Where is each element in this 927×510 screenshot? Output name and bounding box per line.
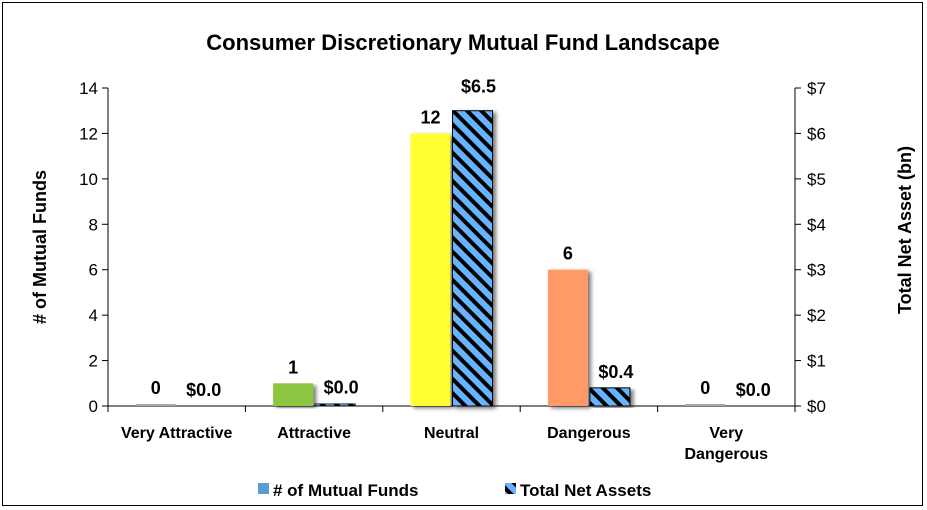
y-tick-label-left: 4 [89,306,98,325]
bar-net-assets [589,387,631,407]
data-label-mutual-funds: 12 [420,107,440,127]
bars: 0 $0.0 1 $0.0 12 $6.5 6 $0.4 0 $0.0 [135,77,771,407]
bar-mutual-funds [135,404,176,406]
y-tick-label-left: 8 [89,215,98,234]
y-tick-label-right: $7 [807,79,826,98]
y-axis-title-left: # of Mutual Funds [30,170,50,324]
category-label: Very Attractive [121,425,233,442]
y-tick-label-left: 14 [79,79,98,98]
y-tick-label-right: $1 [807,352,826,371]
category-label: Neutral [424,425,479,442]
y-tick-label-right: $4 [807,215,826,234]
bar-mutual-funds [410,133,451,406]
y-tick-label-right: $2 [807,306,826,325]
data-label-net-assets: $6.5 [461,77,496,97]
y-axis-title-right: Total Net Asset (bn) [895,146,915,314]
data-label-mutual-funds: 1 [288,357,298,377]
data-label-net-assets: $0.0 [736,380,771,400]
y-tick-label-left: 6 [89,261,98,280]
category-label: Dangerous [547,425,631,442]
y-tick-label-left: 2 [89,352,98,371]
legend-label-net-assets: Total Net Assets [520,481,651,500]
y-tick-label-right: $6 [807,124,826,143]
data-label-net-assets: $0.0 [324,378,359,398]
category-labels: Very Attractive Attractive Neutral Dangerou… [121,425,768,463]
legend: # of Mutual Funds Total Net Assets [258,481,651,500]
data-label-net-assets: $0.4 [598,362,633,382]
chart-title: Consumer Discretionary Mutual Fund Lands… [206,30,719,55]
y-tick-label-right: $0 [807,397,826,416]
y-tick-label-left: 10 [79,170,98,189]
y-tick-label-left: 12 [79,124,98,143]
category-label: Dangerous [685,446,769,463]
bar-mutual-funds [547,269,588,406]
y-tick-label-right: $3 [807,261,826,280]
bar-mutual-funds [685,404,726,406]
legend-label-mutual-funds: # of Mutual Funds [273,481,418,500]
legend-swatch-net-assets [505,483,516,494]
bar-net-assets [314,403,356,407]
bar-mutual-funds [273,383,314,406]
category-label: Very [709,425,743,442]
category-label: Attractive [277,425,351,442]
bar-net-assets [452,110,493,407]
data-label-net-assets: $0.0 [186,380,221,400]
data-label-mutual-funds: 6 [563,244,573,264]
legend-swatch-mutual-funds [258,483,269,494]
data-label-mutual-funds: 0 [151,378,161,398]
data-label-mutual-funds: 0 [700,378,710,398]
y-tick-label-left: 0 [89,397,98,416]
y-tick-label-right: $5 [807,170,826,189]
